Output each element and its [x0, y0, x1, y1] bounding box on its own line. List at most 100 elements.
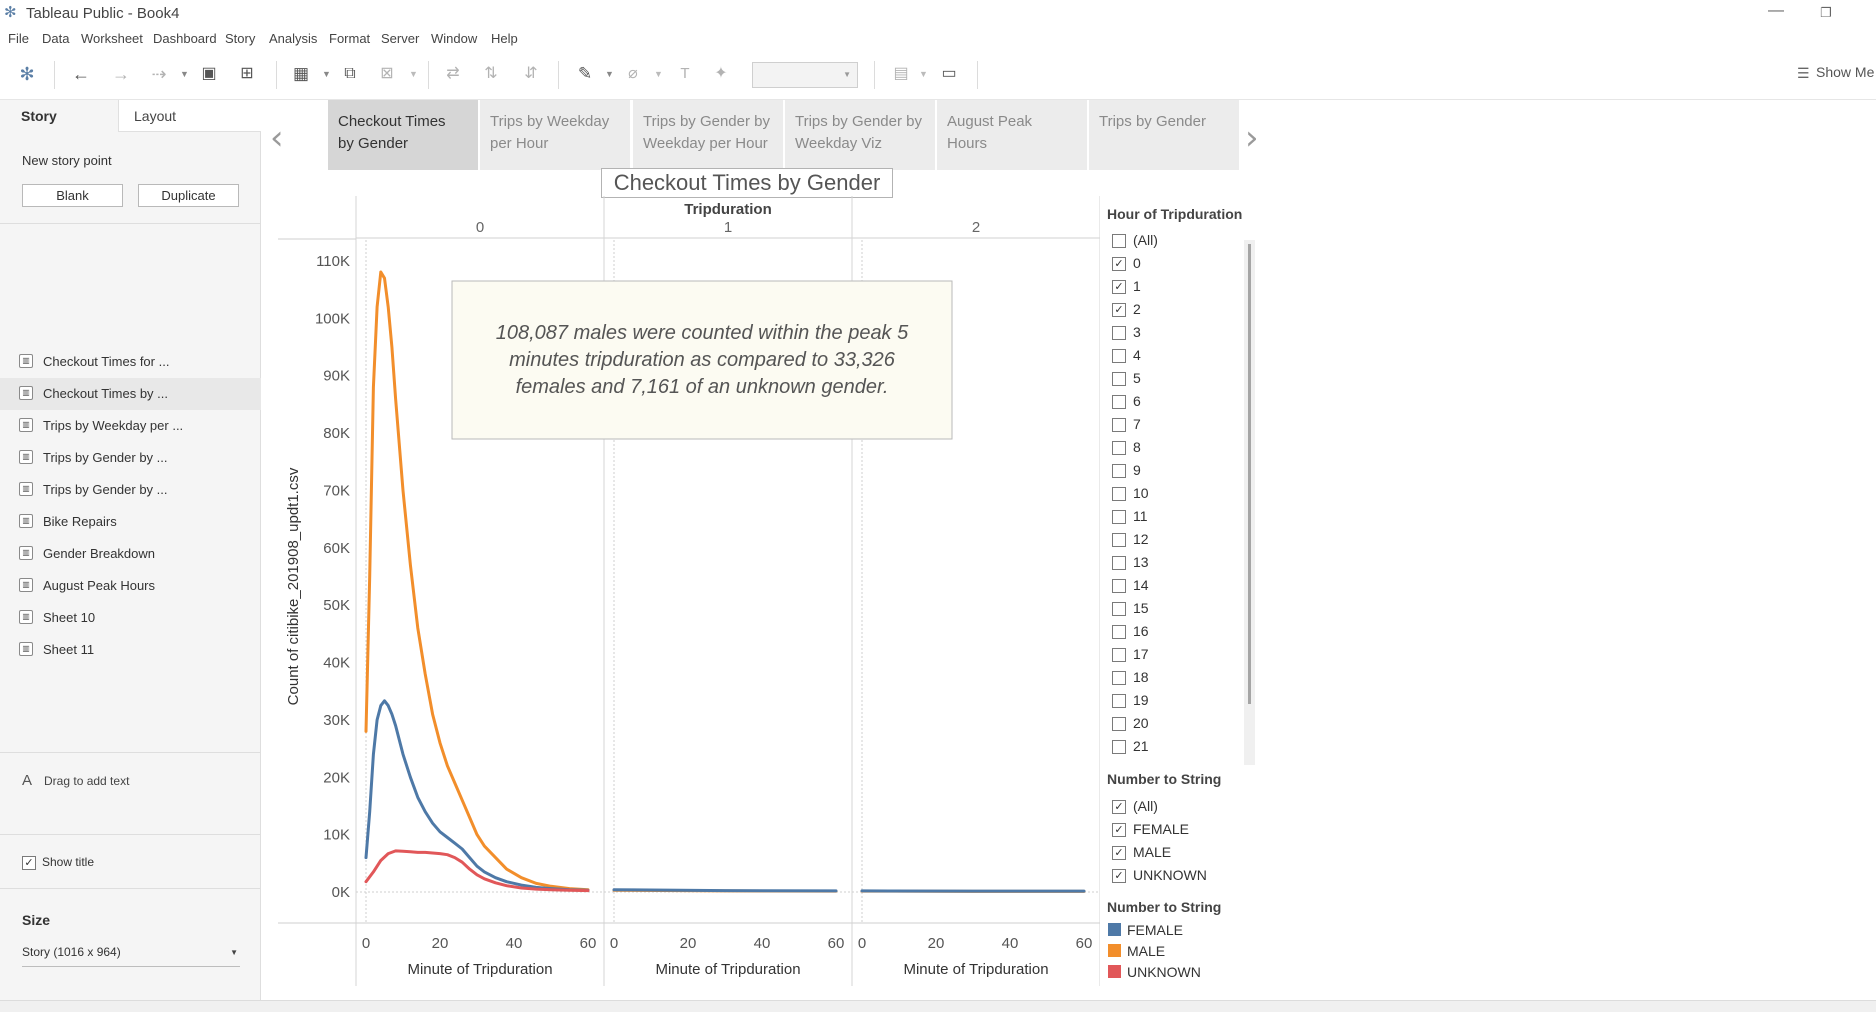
story-point-tab[interactable]: Trips by Weekday per Hour: [480, 100, 630, 170]
filter-checkbox[interactable]: [1112, 418, 1126, 433]
show-me-button[interactable]: Show Me: [1816, 64, 1875, 80]
hour-filter-item[interactable]: 20: [1112, 715, 1149, 732]
filter-checkbox[interactable]: [1112, 625, 1126, 640]
filter-checkbox[interactable]: [1112, 349, 1126, 364]
show-hide-cards-icon[interactable]: ▤: [893, 65, 909, 82]
chevron-down-icon[interactable]: ▼: [919, 69, 928, 79]
filter-checkbox[interactable]: ✓: [1112, 280, 1126, 295]
hour-filter-item[interactable]: 17: [1112, 646, 1149, 663]
color-legend-item[interactable]: FEMALE: [1108, 922, 1183, 938]
hour-filter-item[interactable]: 4: [1112, 347, 1141, 364]
filter-checkbox[interactable]: ✓: [1112, 869, 1126, 884]
menu-server[interactable]: Server: [381, 31, 420, 46]
menu-window[interactable]: Window: [431, 31, 478, 46]
gender-filter-item[interactable]: ✓ UNKNOWN: [1112, 867, 1207, 884]
sheet-list-item[interactable]: ▥ Sheet 10: [0, 602, 261, 634]
story-point-tab[interactable]: Trips by Gender: [1089, 100, 1239, 170]
highlight-icon[interactable]: ✎: [577, 64, 593, 83]
sheet-list-item[interactable]: ▥ Trips by Weekday per ...: [0, 410, 261, 442]
menu-help[interactable]: Help: [491, 31, 518, 46]
filter-checkbox[interactable]: [1112, 602, 1126, 617]
hour-filter-item[interactable]: ✓ 2: [1112, 301, 1141, 318]
hour-filter-item[interactable]: 7: [1112, 416, 1141, 433]
filter-checkbox[interactable]: [1112, 740, 1126, 755]
menu-worksheet[interactable]: Worksheet: [81, 31, 143, 46]
scrollbar-thumb[interactable]: [1248, 244, 1251, 704]
color-legend-item[interactable]: MALE: [1108, 943, 1165, 959]
previous-story-point-icon[interactable]: ‹: [270, 118, 284, 158]
label-icon[interactable]: T: [680, 65, 690, 82]
filter-checkbox[interactable]: [1112, 717, 1126, 732]
filter-checkbox[interactable]: [1112, 234, 1126, 249]
filter-checkbox[interactable]: [1112, 326, 1126, 341]
replay-icon[interactable]: ⇢: [151, 64, 167, 84]
gender-filter-item[interactable]: ✓ FEMALE: [1112, 821, 1189, 838]
swap-icon[interactable]: ⇄: [446, 65, 460, 82]
blank-button[interactable]: Blank: [22, 184, 123, 207]
hour-filter-item[interactable]: 18: [1112, 669, 1149, 686]
menu-data[interactable]: Data: [42, 31, 70, 46]
sheet-list-item[interactable]: ▥ Sheet 11: [0, 634, 261, 666]
restore-button[interactable]: ❐: [1820, 5, 1832, 20]
redo-icon[interactable]: →: [112, 64, 130, 84]
sheet-list-item[interactable]: ▥ Trips by Gender by ...: [0, 474, 261, 506]
filter-checkbox[interactable]: ✓: [1112, 303, 1126, 318]
story-point-tab[interactable]: Trips by Gender by Weekday per Hour: [633, 100, 783, 170]
hour-filter-item[interactable]: 3: [1112, 324, 1141, 341]
menu-analysis[interactable]: Analysis: [269, 31, 318, 46]
sort-descending-icon[interactable]: ⇵: [524, 65, 538, 82]
filter-checkbox[interactable]: [1112, 556, 1126, 571]
chevron-down-icon[interactable]: ▼: [180, 69, 189, 79]
size-select[interactable]: Story (1016 x 964) ▼: [22, 945, 240, 967]
sheet-list-item[interactable]: ▥ Bike Repairs: [0, 506, 261, 538]
sheet-list-item[interactable]: ▥ Gender Breakdown: [0, 538, 261, 570]
group-icon[interactable]: ⌀: [628, 65, 638, 82]
fit-select[interactable]: ▼: [752, 62, 858, 88]
tab-layout[interactable]: Layout ‹: [118, 100, 368, 132]
clear-sheet-icon[interactable]: ⊠: [380, 65, 394, 82]
hour-filter-item[interactable]: ✓ 0: [1112, 255, 1141, 272]
sheet-list-item[interactable]: ▥ Checkout Times for ...: [0, 346, 261, 378]
show-title-option[interactable]: ✓ Show title: [22, 855, 94, 870]
filter-checkbox[interactable]: ✓: [1112, 846, 1126, 861]
filter-checkbox[interactable]: [1112, 579, 1126, 594]
hour-filter-item[interactable]: 5: [1112, 370, 1141, 387]
sort-ascending-icon[interactable]: ⇅: [484, 65, 498, 82]
hour-filter-item[interactable]: 14: [1112, 577, 1149, 594]
color-legend-item[interactable]: UNKNOWN: [1108, 964, 1201, 980]
undo-icon[interactable]: ←: [72, 64, 90, 84]
filter-checkbox[interactable]: [1112, 487, 1126, 502]
sheet-list-item[interactable]: ▥ Checkout Times by ...: [0, 378, 261, 410]
menu-file[interactable]: File: [8, 31, 29, 46]
chevron-down-icon[interactable]: ▼: [322, 69, 331, 79]
hour-filter-item[interactable]: 19: [1112, 692, 1149, 709]
filter-checkbox[interactable]: [1112, 533, 1126, 548]
chevron-down-icon[interactable]: ▼: [654, 69, 663, 79]
hour-filter-item[interactable]: 16: [1112, 623, 1149, 640]
menu-format[interactable]: Format: [329, 31, 371, 46]
gender-filter-item[interactable]: ✓ (All): [1112, 798, 1158, 815]
story-point-tab[interactable]: Trips by Gender by Weekday Viz: [785, 100, 935, 170]
next-story-point-icon[interactable]: ›: [1245, 118, 1259, 158]
pin-icon[interactable]: ✦: [714, 65, 728, 82]
tab-story[interactable]: Story: [0, 100, 118, 132]
hour-filter-scrollbar[interactable]: [1244, 240, 1255, 765]
sheet-list-item[interactable]: ▥ August Peak Hours: [0, 570, 261, 602]
filter-checkbox[interactable]: [1112, 464, 1126, 479]
filter-checkbox[interactable]: [1112, 372, 1126, 387]
filter-checkbox[interactable]: [1112, 694, 1126, 709]
filter-checkbox[interactable]: ✓: [1112, 257, 1126, 272]
story-point-tab[interactable]: Checkout Times by Gender: [328, 100, 478, 170]
hour-filter-item[interactable]: (All): [1112, 232, 1158, 249]
chevron-down-icon[interactable]: ▼: [605, 69, 614, 79]
duplicate-button[interactable]: Duplicate: [138, 184, 239, 207]
filter-checkbox[interactable]: [1112, 395, 1126, 410]
filter-checkbox[interactable]: [1112, 441, 1126, 456]
hour-filter-item[interactable]: 10: [1112, 485, 1149, 502]
hour-filter-item[interactable]: 6: [1112, 393, 1141, 410]
menu-story[interactable]: Story: [225, 31, 256, 46]
drag-text-object[interactable]: A Drag to add text: [22, 772, 129, 789]
duplicate-sheet-icon[interactable]: ⧉: [344, 65, 356, 82]
show-title-checkbox[interactable]: ✓: [22, 855, 36, 870]
